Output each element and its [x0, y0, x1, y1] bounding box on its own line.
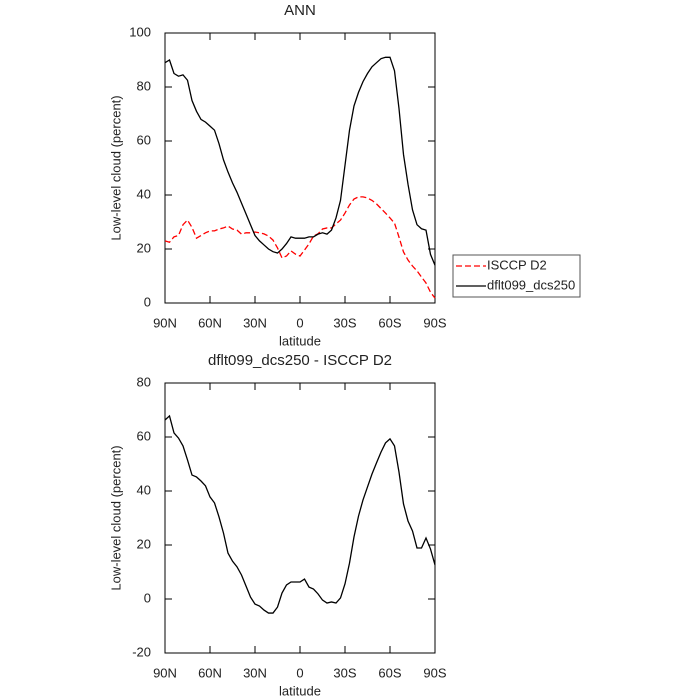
x-tick-label: 90N: [153, 315, 177, 330]
x-tick-label: 60N: [198, 315, 222, 330]
y-tick-label: 0: [144, 590, 151, 605]
data-line: [164, 414, 436, 614]
x-axis-label: latitude: [279, 333, 321, 348]
y-tick-label: 20: [137, 240, 151, 255]
data-line: [164, 196, 436, 299]
x-tick-label: 60S: [378, 665, 401, 680]
y-tick-label: 80: [137, 78, 151, 93]
x-axis-label: latitude: [279, 683, 321, 698]
x-tick-label: 90S: [423, 315, 446, 330]
y-tick-label: 40: [137, 186, 151, 201]
y-tick-label: 40: [137, 482, 151, 497]
plot-frame: [164, 382, 436, 654]
y-tick-label: 80: [137, 374, 151, 389]
x-tick-label: 60S: [378, 315, 401, 330]
x-tick-label: 60N: [198, 665, 222, 680]
x-tick-label: 0: [296, 665, 303, 680]
legend-box: [452, 254, 581, 298]
x-tick-label: 30N: [243, 665, 267, 680]
y-axis-label: Low-level cloud (percent): [108, 95, 123, 240]
y-tick-label: 100: [129, 24, 151, 39]
x-tick-label: 30N: [243, 315, 267, 330]
x-tick-label: 30S: [333, 315, 356, 330]
x-tick-label: 0: [296, 315, 303, 330]
y-tick-label: -20: [132, 644, 151, 659]
legend-label: ISCCP D2: [487, 257, 547, 272]
y-tick-label: 0: [144, 294, 151, 309]
x-tick-label: 90S: [423, 665, 446, 680]
y-tick-label: 20: [137, 536, 151, 551]
x-tick-label: 90N: [153, 665, 177, 680]
data-line: [164, 56, 436, 266]
chart-title: ANN: [284, 2, 316, 19]
y-tick-label: 60: [137, 428, 151, 443]
x-tick-label: 30S: [333, 665, 356, 680]
y-tick-label: 60: [137, 132, 151, 147]
chart-title: dflt099_dcs250 - ISCCP D2: [208, 352, 392, 369]
y-axis-label: Low-level cloud (percent): [108, 445, 123, 590]
legend-label: dflt099_dcs250: [487, 277, 575, 292]
